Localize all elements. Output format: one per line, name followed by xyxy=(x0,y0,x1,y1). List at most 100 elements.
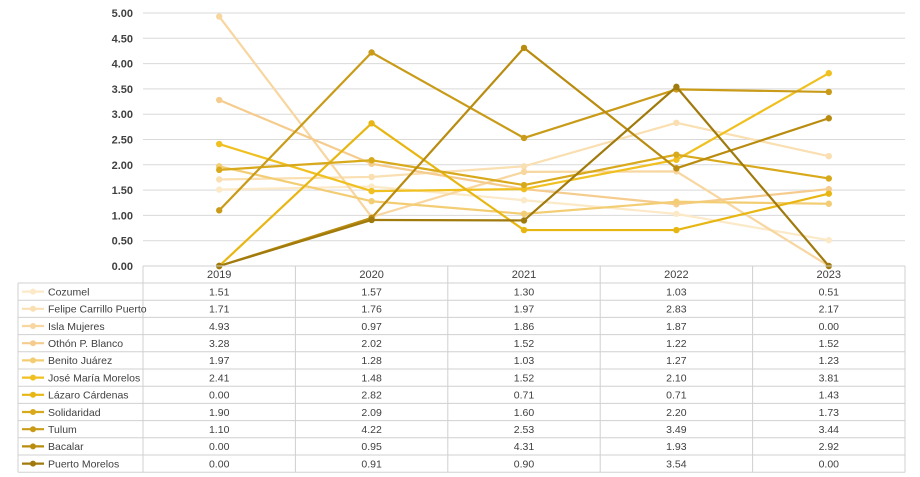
data-point xyxy=(520,210,528,218)
x-tick-label: 2020 xyxy=(359,269,383,281)
data-cell: 1.52 xyxy=(514,372,535,384)
data-cell: 2.82 xyxy=(361,390,382,402)
data-point xyxy=(673,156,680,163)
data-cell: 0.00 xyxy=(209,390,230,402)
table-row: Othón P. Blanco 3.28 2.02 1.52 1.22 1.52 xyxy=(22,338,839,350)
data-cell: 1.22 xyxy=(666,338,687,350)
data-cell: 3.28 xyxy=(209,338,230,350)
data-cell: 1.28 xyxy=(361,355,382,367)
data-point xyxy=(216,176,223,183)
legend-key-marker xyxy=(30,460,36,467)
data-point xyxy=(673,151,680,158)
y-tick-label: 0.00 xyxy=(112,261,133,273)
legend-key-marker xyxy=(30,374,36,381)
data-cell: 1.52 xyxy=(819,338,840,350)
legend-key-marker xyxy=(30,340,36,347)
series-name-label: José María Morelos xyxy=(48,372,140,384)
table-row: Bacalar 0.00 0.95 4.31 1.93 2.92 xyxy=(22,441,839,453)
data-cell: 0.97 xyxy=(361,321,382,333)
series-name-label: Isla Mujeres xyxy=(48,321,105,333)
data-point xyxy=(216,166,223,174)
table-row: Cozumel 1.51 1.57 1.30 1.03 0.51 xyxy=(22,286,839,298)
data-cell: 2.17 xyxy=(819,304,840,316)
data-cell: 2.09 xyxy=(361,407,382,419)
data-cell: 1.52 xyxy=(514,338,535,350)
x-tick-label: 2019 xyxy=(207,269,231,281)
data-point xyxy=(368,198,375,205)
data-cell: 0.95 xyxy=(361,441,382,453)
series-1 xyxy=(216,119,832,183)
series-name-label: Benito Juárez xyxy=(48,355,112,367)
legend-key-marker xyxy=(30,426,36,433)
y-tick-label: 4.50 xyxy=(112,33,133,45)
data-cell: 1.60 xyxy=(514,407,535,419)
data-point xyxy=(216,96,223,104)
data-point xyxy=(520,181,528,189)
series-5 xyxy=(216,70,832,195)
data-cell: 1.23 xyxy=(819,355,840,367)
data-point xyxy=(216,140,223,148)
data-cell: 1.93 xyxy=(666,441,687,453)
series-name-label: Othón P. Blanco xyxy=(48,338,123,350)
data-cell: 0.00 xyxy=(819,321,840,333)
table-row: José María Morelos 2.41 1.48 1.52 2.10 3.81 xyxy=(22,372,839,384)
data-point xyxy=(825,200,832,207)
legend-key-marker xyxy=(30,288,36,295)
series-0 xyxy=(216,183,832,244)
data-point xyxy=(368,120,375,127)
series-name-label: Felipe Carrillo Puerto xyxy=(48,304,147,316)
legend-key-marker xyxy=(30,409,36,415)
table-row: Isla Mujeres 4.93 0.97 1.86 1.87 0.00 xyxy=(22,321,839,333)
table-row: Tulum 1.10 4.22 2.53 3.49 3.44 xyxy=(22,424,839,436)
data-point xyxy=(520,44,528,52)
data-cell: 0.71 xyxy=(666,390,687,402)
data-point xyxy=(673,210,680,218)
data-point xyxy=(825,236,832,244)
data-cell: 4.31 xyxy=(514,441,535,453)
series-name-label: Bacalar xyxy=(48,441,84,453)
data-point xyxy=(368,49,375,56)
data-point xyxy=(368,183,375,190)
data-cell: 4.93 xyxy=(209,321,230,333)
data-cell: 2.41 xyxy=(209,372,230,384)
table-row: Puerto Morelos 0.00 0.91 0.90 3.54 0.00 xyxy=(22,458,839,470)
table-row: Lázaro Cárdenas 0.00 2.82 0.71 0.71 1.43 xyxy=(22,390,839,402)
data-cell: 1.73 xyxy=(819,407,840,419)
y-tick-label: 1.50 xyxy=(112,185,133,197)
data-point xyxy=(216,186,223,193)
data-cell: 3.49 xyxy=(666,424,687,436)
y-tick-label: 2.50 xyxy=(112,135,133,147)
x-tick-label: 2022 xyxy=(664,269,688,281)
x-tick-label: 2021 xyxy=(512,269,536,281)
series-10 xyxy=(216,83,832,270)
data-point xyxy=(825,190,832,197)
series-lines xyxy=(216,13,832,270)
data-cell: 1.97 xyxy=(514,304,535,316)
y-axis-ticks: 0.00 0.50 1.00 1.50 2.00 2.50 3.00 3.50 4.00 4.50… xyxy=(112,8,133,273)
series-9 xyxy=(216,44,832,270)
data-point xyxy=(520,226,528,234)
series-6 xyxy=(216,120,832,270)
series-name-label: Lázaro Cárdenas xyxy=(48,390,129,402)
data-point xyxy=(825,185,832,193)
data-cell: 0.00 xyxy=(209,441,230,453)
y-tick-label: 4.00 xyxy=(112,59,133,71)
data-point xyxy=(368,187,375,195)
data-cell: 0.90 xyxy=(514,458,535,470)
data-cell: 1.71 xyxy=(209,304,230,316)
data-cell: 1.86 xyxy=(514,321,535,333)
data-point xyxy=(825,175,832,182)
data-point xyxy=(368,173,375,181)
data-cell: 1.10 xyxy=(209,424,230,436)
data-cell: 1.43 xyxy=(819,390,840,402)
data-cell: 0.71 xyxy=(514,390,535,402)
table-row: Solidaridad 1.90 2.09 1.60 2.20 1.73 xyxy=(22,407,839,419)
data-point xyxy=(673,83,680,91)
x-tick-label: 2023 xyxy=(817,269,841,281)
data-cell: 1.90 xyxy=(209,407,230,419)
data-cell: 2.02 xyxy=(361,338,382,350)
data-cell: 0.51 xyxy=(819,286,840,298)
legend-key-marker xyxy=(30,323,36,329)
data-cell: 3.54 xyxy=(666,458,687,470)
